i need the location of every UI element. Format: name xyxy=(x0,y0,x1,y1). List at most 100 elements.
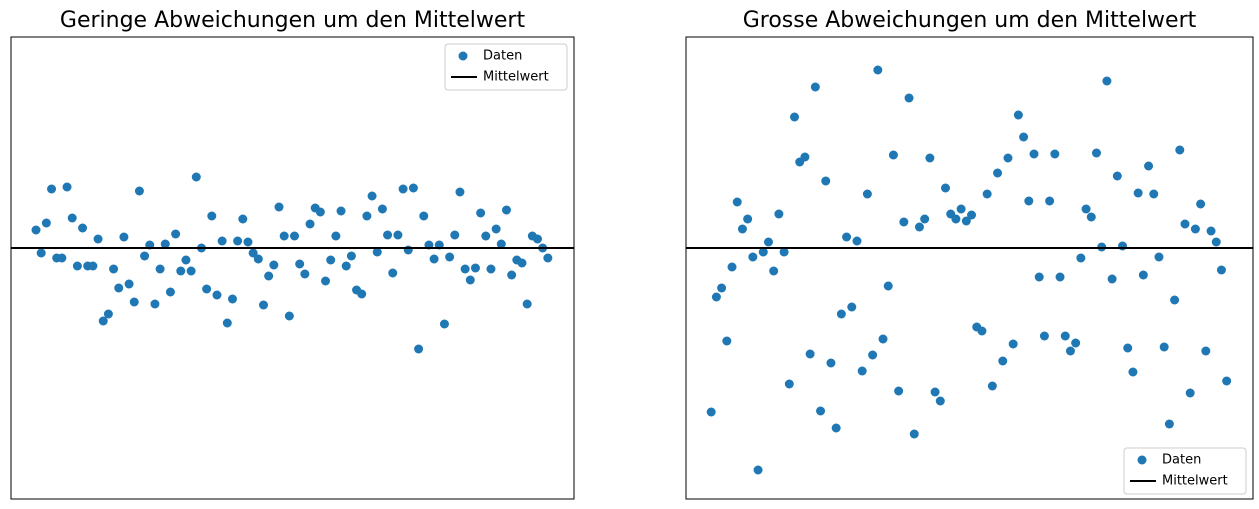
data-point xyxy=(727,262,737,272)
data-point xyxy=(774,209,784,219)
data-point xyxy=(227,294,237,304)
legend-label: Mittelwert xyxy=(483,70,549,85)
data-point xyxy=(517,258,527,268)
legend-marker xyxy=(1137,455,1147,465)
data-point xyxy=(987,381,997,391)
data-point xyxy=(202,284,212,294)
data-point xyxy=(248,248,258,258)
data-point xyxy=(403,245,413,255)
data-point xyxy=(1013,110,1023,120)
data-point xyxy=(476,208,486,218)
data-point xyxy=(134,186,144,196)
data-point xyxy=(967,210,977,220)
data-point xyxy=(114,283,124,293)
data-point xyxy=(909,429,919,439)
data-point xyxy=(186,266,196,276)
data-point xyxy=(883,281,893,291)
data-point xyxy=(357,289,367,299)
data-point xyxy=(217,236,227,246)
data-point xyxy=(465,275,475,285)
data-point xyxy=(72,261,82,271)
data-point xyxy=(826,358,836,368)
data-point xyxy=(481,231,491,241)
data-point xyxy=(522,299,532,309)
data-point xyxy=(455,187,465,197)
data-point xyxy=(1128,367,1138,377)
data-point xyxy=(1180,219,1190,229)
chart-title: Grosse Abweichungen um den Mittelwert xyxy=(743,8,1197,33)
data-point xyxy=(961,216,971,226)
data-point xyxy=(1211,237,1221,247)
data-point xyxy=(1107,274,1117,284)
data-point xyxy=(341,261,351,271)
data-point xyxy=(951,214,961,224)
legend-marker xyxy=(458,51,468,61)
data-point xyxy=(543,253,553,263)
data-point xyxy=(207,211,217,221)
data-point xyxy=(1071,338,1081,348)
data-point xyxy=(367,191,377,201)
data-point xyxy=(377,204,387,214)
data-point xyxy=(191,172,201,182)
data-point xyxy=(1133,188,1143,198)
data-point xyxy=(842,232,852,242)
data-point xyxy=(243,237,253,247)
data-point xyxy=(383,230,393,240)
data-point xyxy=(362,211,372,221)
data-point xyxy=(439,319,449,329)
data-point xyxy=(165,287,175,297)
data-point xyxy=(1076,253,1086,263)
data-point xyxy=(717,283,727,293)
data-point xyxy=(150,299,160,309)
data-point xyxy=(1029,149,1039,159)
data-point xyxy=(331,231,341,241)
data-point xyxy=(57,253,67,263)
data-point xyxy=(1112,171,1122,181)
data-point xyxy=(925,153,935,163)
data-point xyxy=(753,465,763,475)
data-point xyxy=(160,239,170,249)
data-point xyxy=(821,176,831,186)
data-point xyxy=(1196,199,1206,209)
data-point xyxy=(732,197,742,207)
data-point xyxy=(279,231,289,241)
data-point xyxy=(1055,272,1065,282)
data-point xyxy=(1034,272,1044,282)
data-point xyxy=(398,184,408,194)
data-point xyxy=(238,214,248,224)
data-point xyxy=(1060,331,1070,341)
data-point xyxy=(982,189,992,199)
data-point xyxy=(737,224,747,234)
data-point xyxy=(1123,343,1133,353)
plot-frame xyxy=(10,36,575,500)
data-point xyxy=(445,252,455,262)
data-point xyxy=(899,217,909,227)
data-point xyxy=(816,406,826,416)
data-point xyxy=(993,168,1003,178)
data-point xyxy=(491,224,501,234)
chart-title: Geringe Abweichungen um den Mittelwert xyxy=(60,8,526,33)
data-point xyxy=(78,223,88,233)
legend-box xyxy=(1123,447,1247,495)
data-point xyxy=(346,251,356,261)
data-point xyxy=(940,183,950,193)
data-point xyxy=(1170,295,1180,305)
data-point xyxy=(119,232,129,242)
data-point xyxy=(31,225,41,235)
data-point xyxy=(1175,145,1185,155)
data-point xyxy=(1222,376,1232,386)
data-point xyxy=(258,300,268,310)
data-point xyxy=(155,264,165,274)
data-point xyxy=(1216,265,1226,275)
data-point xyxy=(388,268,398,278)
data-point xyxy=(233,236,243,246)
data-point xyxy=(222,318,232,328)
data-point xyxy=(336,206,346,216)
data-point xyxy=(1065,346,1075,356)
data-point xyxy=(393,230,403,240)
data-point xyxy=(1164,419,1174,429)
legend-box xyxy=(444,43,568,91)
data-point xyxy=(408,183,418,193)
data-point xyxy=(274,202,284,212)
